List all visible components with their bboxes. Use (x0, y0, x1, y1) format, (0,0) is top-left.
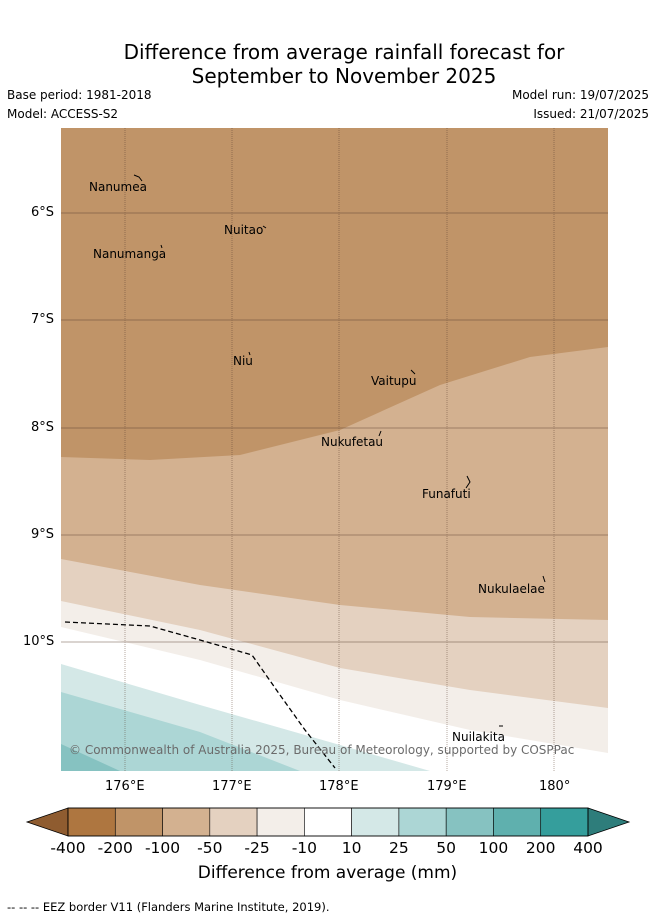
band-plus-25 (61, 692, 300, 771)
colorbar-segment (398, 807, 447, 837)
colorbar-frame (67, 807, 589, 837)
lat-tick-9s: 9°S (31, 527, 55, 542)
colorbar-segment (540, 807, 589, 837)
colorbar-tick-label: 50 (436, 839, 457, 857)
colorbar-tick-label: 10 (341, 839, 362, 857)
place-nanumanga: Nanumanga (93, 247, 167, 261)
eez-border (64, 621, 336, 769)
place-nukufetau: Nukufetau (321, 435, 384, 449)
island-outlines (133, 174, 546, 727)
island-nanumanga-outline (160, 244, 163, 249)
lat-tick-8s: 8°S (31, 420, 55, 435)
colorbar-tick-label: -25 (244, 839, 270, 857)
colorbar-tick-label: -10 (291, 839, 318, 857)
colorbar-tick-label: 100 (478, 839, 509, 857)
colorbar-segment (209, 807, 258, 837)
place-nanumea: Nanumea (89, 180, 147, 194)
map-title-line1: Difference from average rainfall forecas… (123, 40, 565, 64)
band-plus-50 (61, 744, 120, 771)
colorbar-segment (445, 807, 494, 837)
colorbar-segment (304, 807, 352, 837)
colorbar-tick-label: 200 (525, 839, 556, 857)
colorbar-segment (351, 807, 400, 837)
base-period: Base period: 1981-2018 (7, 88, 152, 102)
lon-tick-180: 180° (539, 779, 571, 794)
island-vaitupu-outline (410, 369, 416, 375)
colorbar-segment (493, 807, 542, 837)
island-nanumea-outline (133, 174, 143, 182)
rainfall-anomaly-field (61, 128, 608, 771)
place-nukulaelae: Nukulaelae (478, 582, 545, 596)
colorbar-tick-label: -400 (50, 839, 86, 857)
model-name: Model: ACCESS-S2 (7, 107, 119, 121)
colorbar-tick-label: 25 (389, 839, 409, 857)
colorbar-segment (67, 807, 116, 837)
colorbar-tick-label: -200 (97, 839, 133, 857)
colorbar-tick-label: -100 (144, 839, 181, 857)
island-nuitao-outline (262, 225, 267, 229)
place-vaitupu: Vaitupu (371, 374, 417, 388)
lat-tick-10s: 10°S (23, 634, 55, 649)
lon-tick-179e: 179°E (427, 779, 467, 794)
map-title: Difference from average rainfall forecas… (0, 40, 655, 88)
colorbar (25, 807, 631, 837)
colorbar-over-arrow (587, 807, 631, 837)
colorbar-segment (162, 807, 211, 837)
lon-tick-177e: 177°E (212, 779, 252, 794)
copyright-notice: © Commonwealth of Australia 2025, Bureau… (69, 743, 575, 757)
colorbar-title: Difference from average (mm) (197, 863, 458, 883)
eez-footnote: -- -- -- EEZ border V11 (Flanders Marine… (7, 900, 330, 914)
place-nuilakita: Nuilakita (452, 730, 505, 744)
island-funafuti-outline (465, 475, 471, 489)
lon-tick-176e: 176°E (105, 779, 145, 794)
colorbar-segment (256, 807, 305, 837)
gridlines (61, 128, 608, 771)
lon-tick-178e: 178°E (319, 779, 359, 794)
island-nukufetau-outline (378, 430, 382, 437)
issued-date: Issued: 21/07/2025 (533, 107, 649, 121)
island-niu-outline (248, 351, 251, 356)
place-niu: Niu (233, 354, 253, 368)
colorbar-tick-label: 400 (573, 839, 603, 857)
colorbar-segment (114, 807, 163, 837)
lat-tick-7s: 7°S (31, 312, 55, 327)
place-nuitao: Nuitao (224, 223, 264, 237)
colorbar-tick-label: -50 (197, 839, 223, 857)
model-run: Model run: 19/07/2025 (511, 88, 649, 102)
colorbar-under-arrow (25, 807, 69, 837)
lat-tick-6s: 6°S (31, 205, 55, 220)
map-title-line2: September to November 2025 (191, 64, 497, 88)
place-funafuti: Funafuti (422, 487, 471, 501)
island-nukulaelae-outline (542, 575, 546, 583)
